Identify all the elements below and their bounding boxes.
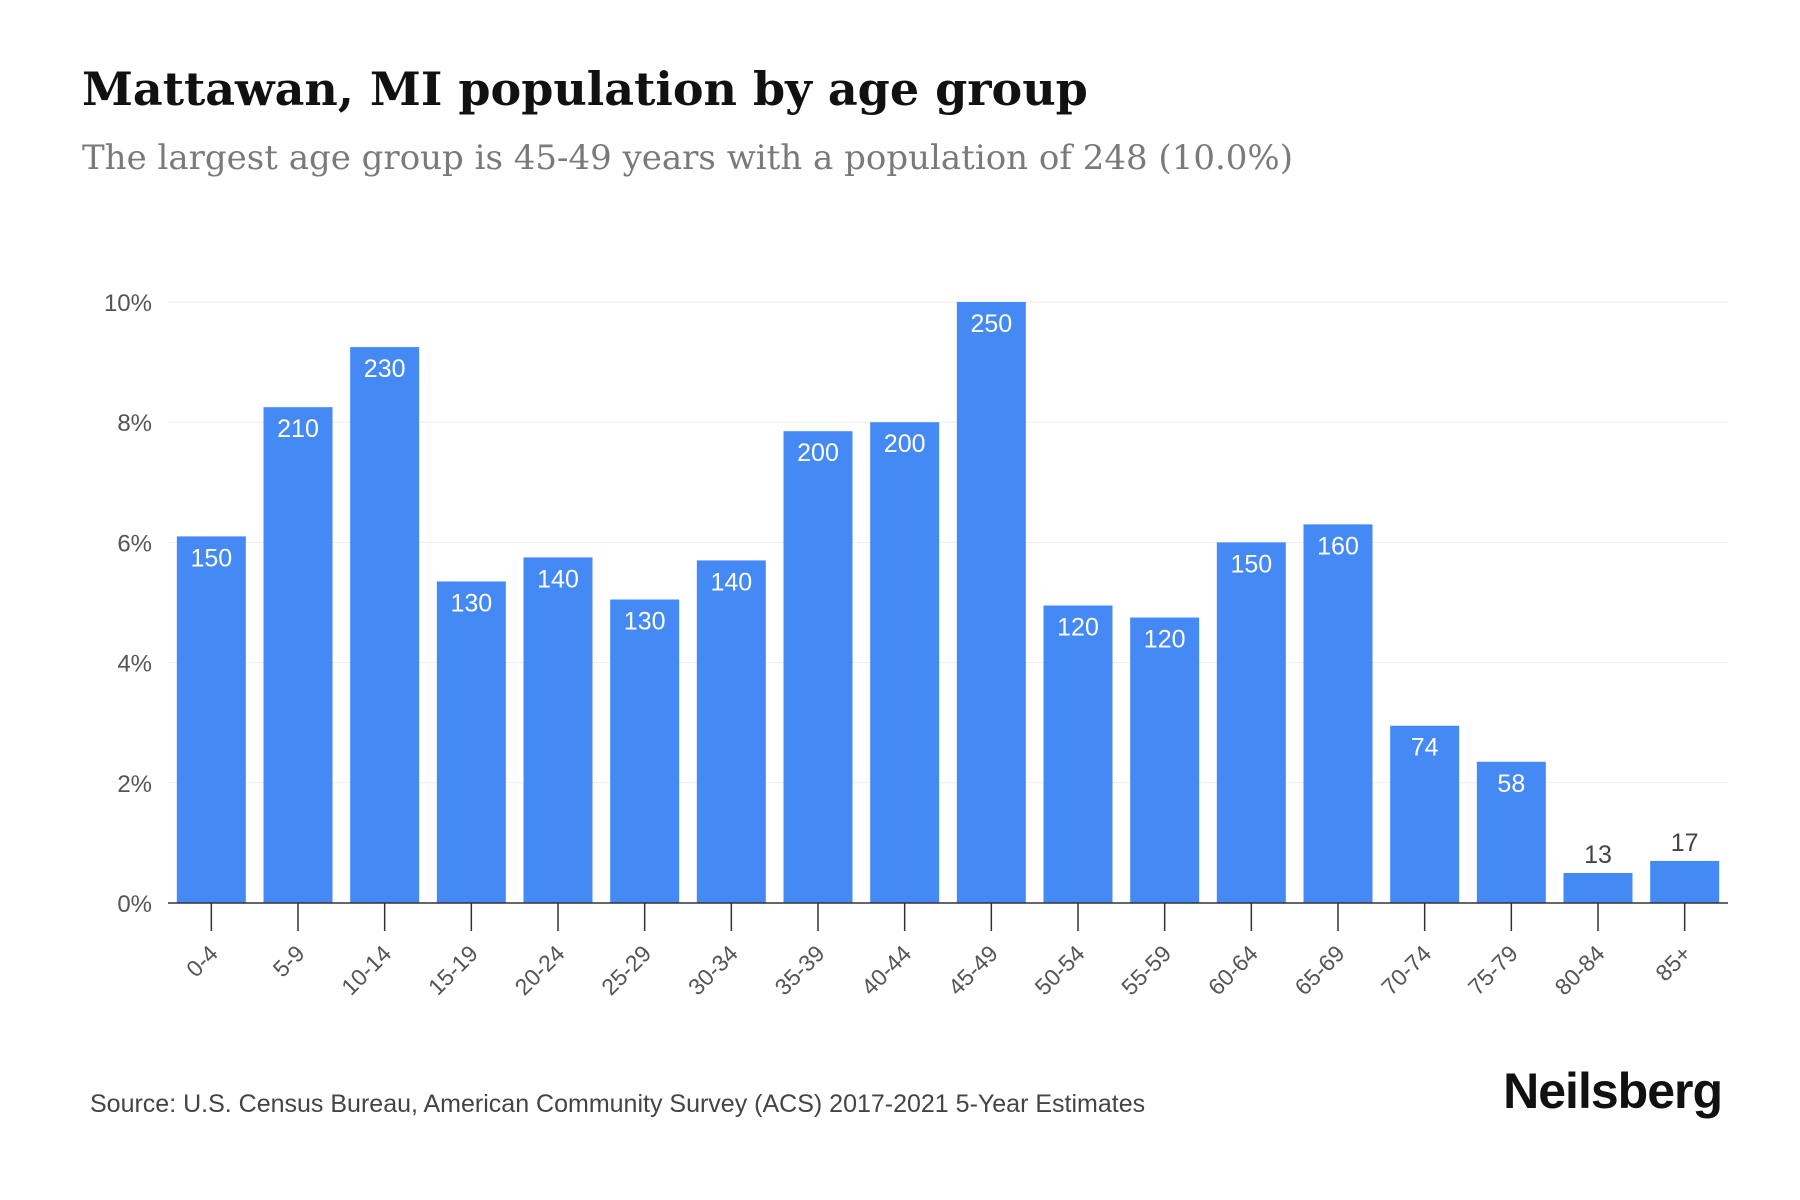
data-label: 120 (1057, 614, 1099, 642)
x-tick-label: 10-14 (336, 940, 396, 1000)
bar (696, 560, 766, 903)
data-label: 120 (1144, 626, 1186, 654)
x-tick-label: 50-54 (1030, 940, 1090, 1000)
data-label: 210 (277, 415, 319, 443)
bar (350, 347, 420, 903)
data-label: 17 (1671, 829, 1699, 857)
y-tick-label: 0% (117, 891, 152, 918)
chart-title: Mattawan, MI population by age group (82, 62, 1088, 116)
x-tick-label: 30-34 (683, 940, 743, 1000)
bar (610, 599, 680, 903)
bar (523, 557, 593, 903)
x-tick-label: 5-9 (268, 940, 310, 982)
x-tick-label: 60-64 (1203, 940, 1263, 1000)
y-tick-label: 8% (117, 410, 152, 437)
x-tick-label: 25-29 (596, 940, 656, 1000)
data-label: 130 (624, 607, 666, 635)
bar (1043, 605, 1113, 903)
x-tick-label: 75-79 (1463, 940, 1523, 1000)
x-tick-label: 20-24 (510, 940, 570, 1000)
x-tick-label: 35-39 (770, 940, 830, 1000)
data-label: 58 (1497, 770, 1525, 798)
bar (1303, 524, 1373, 903)
bar (176, 536, 246, 903)
bar (870, 422, 940, 903)
data-label: 250 (970, 310, 1012, 338)
data-label: 74 (1411, 734, 1439, 762)
y-tick-label: 4% (117, 651, 152, 678)
bar (1650, 860, 1720, 903)
bar (956, 302, 1026, 903)
data-label: 13 (1584, 841, 1612, 869)
data-label: 140 (537, 565, 579, 593)
data-label: 230 (364, 355, 406, 383)
data-label: 200 (884, 430, 926, 458)
bar (1476, 761, 1546, 903)
x-tick-label: 80-84 (1550, 940, 1610, 1000)
source-note: Source: U.S. Census Bureau, American Com… (90, 1090, 1146, 1118)
bar (436, 581, 506, 903)
x-tick-label: 55-59 (1116, 940, 1176, 1000)
data-label: 160 (1317, 532, 1359, 560)
data-label: 140 (710, 568, 752, 596)
x-tick-label: 65-69 (1290, 940, 1350, 1000)
x-tick-label: 45-49 (943, 940, 1003, 1000)
data-label: 150 (1230, 550, 1272, 578)
chart-subtitle: The largest age group is 45-49 years wit… (82, 138, 1293, 178)
data-label: 200 (797, 439, 839, 467)
brand-logo: Neilsberg (1503, 1063, 1723, 1119)
y-tick-label: 10% (104, 290, 152, 317)
y-tick-label: 2% (117, 771, 152, 798)
x-tick-label: 0-4 (181, 940, 223, 982)
data-label: 130 (450, 589, 492, 617)
bar (1130, 617, 1200, 903)
x-tick-label: 70-74 (1376, 940, 1436, 1000)
y-tick-label: 6% (117, 530, 152, 557)
bar (1563, 872, 1633, 903)
data-label: 150 (190, 544, 232, 572)
x-tick-label: 15-19 (423, 940, 483, 1000)
bar (1216, 542, 1286, 903)
x-tick-label: 85+ (1650, 940, 1696, 986)
bar (783, 431, 853, 903)
bar (1390, 725, 1460, 903)
bar (263, 407, 333, 903)
x-tick-label: 40-44 (856, 940, 916, 1000)
